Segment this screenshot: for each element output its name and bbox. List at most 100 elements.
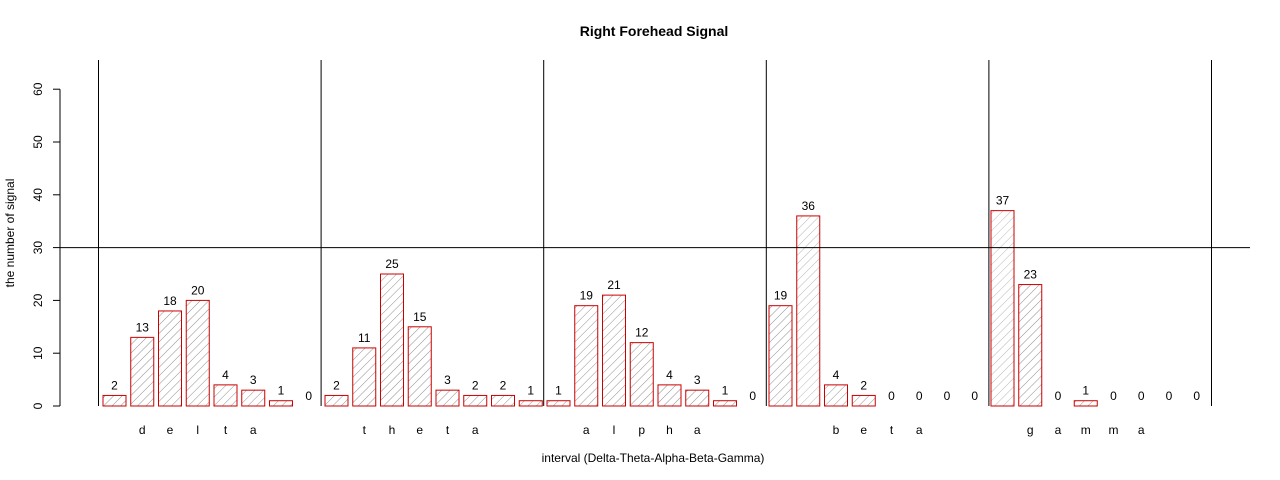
bar-value-label: 4 [833, 368, 840, 382]
bar [491, 394, 515, 407]
group-letter: t [363, 423, 367, 437]
bar [213, 384, 238, 407]
y-tick-label: 50 [31, 135, 45, 149]
bar-value-label: 4 [666, 368, 673, 382]
group-letter: t [446, 423, 450, 437]
y-tick-label: 60 [31, 82, 45, 96]
bar [824, 384, 848, 407]
bar-value-label: 2 [500, 378, 507, 392]
bar-value-label: 1 [527, 384, 534, 398]
bar [102, 394, 127, 407]
group-letter: a [583, 423, 590, 437]
bar-value-label: 0 [1110, 389, 1117, 403]
group-letter: p [638, 423, 645, 437]
group-letter: m [1109, 423, 1119, 437]
bar [602, 294, 626, 407]
group-letter: b [833, 423, 840, 437]
chart-title: Right Forehead Signal [580, 23, 729, 39]
bar [380, 273, 404, 407]
bar-value-label: 20 [191, 283, 205, 297]
group-letter: a [694, 423, 701, 437]
bar-value-label: 2 [860, 378, 867, 392]
bar [1018, 284, 1043, 407]
bar [352, 347, 377, 407]
bar-value-label: 11 [358, 331, 371, 345]
y-tick-label: 0 [31, 402, 45, 409]
bar-value-label: 0 [888, 389, 895, 403]
bar-value-label: 18 [163, 294, 177, 308]
y-tick-label: 40 [31, 188, 45, 202]
bar-value-label: 2 [472, 378, 479, 392]
group-letter: a [250, 423, 257, 437]
bar [657, 384, 682, 407]
bar [463, 394, 488, 407]
bar-value-label: 1 [278, 384, 285, 398]
bar-value-label: 3 [250, 373, 257, 387]
y-axis-label: the number of signal [3, 179, 17, 288]
bar [685, 389, 710, 407]
group-letter: l [196, 423, 199, 437]
bars [102, 210, 1098, 407]
group-separators [98, 60, 1212, 406]
y-axis: 0 10 20 30 40 50 60 [31, 82, 61, 409]
bar-value-label: 23 [1024, 268, 1038, 282]
bar [713, 400, 737, 407]
bar-value-label: 2 [111, 378, 118, 392]
group-letter: a [472, 423, 479, 437]
bar-value-label: 1 [1082, 384, 1089, 398]
bar-value-label: 0 [1166, 389, 1173, 403]
bar [518, 400, 543, 407]
bar [269, 400, 293, 407]
bar [1073, 400, 1098, 407]
group-letter: d [139, 423, 146, 437]
bar [324, 394, 349, 407]
bar-value-label: 19 [774, 289, 788, 303]
bar-value-label: 13 [136, 320, 150, 334]
group-letter: m [1081, 423, 1091, 437]
bar-value-label: 0 [1138, 389, 1145, 403]
bar [768, 305, 793, 407]
bar-value-label: 0 [1193, 389, 1200, 403]
group-letter: e [167, 423, 174, 437]
bar-value-label: 36 [802, 199, 816, 213]
bar [574, 305, 599, 407]
bar [130, 336, 155, 407]
x-axis-label: interval (Delta-Theta-Alpha-Beta-Gamma) [542, 451, 765, 465]
bar [990, 210, 1015, 407]
bar-value-label: 4 [222, 368, 229, 382]
bar [629, 342, 654, 407]
bar-value-label: 0 [916, 389, 923, 403]
bar [158, 310, 182, 407]
group-letter: t [224, 423, 228, 437]
bar-value-label: 12 [635, 326, 649, 340]
bar-value-label: 1 [555, 384, 562, 398]
bar-value-label: 0 [1055, 389, 1062, 403]
group-letter: e [860, 423, 867, 437]
bar-value-label: 1 [722, 384, 729, 398]
bar-value-label: 19 [580, 289, 594, 303]
y-tick-label: 10 [31, 346, 45, 360]
group-letter: a [1055, 423, 1062, 437]
bar-value-label: 25 [385, 257, 399, 271]
group-letter: h [389, 423, 396, 437]
bar [851, 394, 876, 407]
bar [407, 326, 432, 407]
bar-value-label: 3 [694, 373, 701, 387]
group-letter: a [1138, 423, 1145, 437]
group-letter: g [1027, 423, 1034, 437]
group-letter: h [666, 423, 673, 437]
bar-value-label: 37 [996, 194, 1010, 208]
y-tick-label: 30 [31, 241, 45, 255]
bar-value-label: 2 [333, 378, 340, 392]
bar-value-label: 0 [944, 389, 951, 403]
group-letter: t [890, 423, 894, 437]
y-tick-label: 20 [31, 293, 45, 307]
bar [796, 215, 821, 407]
bar [435, 389, 460, 407]
group-letter: a [916, 423, 923, 437]
group-letter: l [613, 423, 616, 437]
bar-value-label: 21 [607, 278, 621, 292]
